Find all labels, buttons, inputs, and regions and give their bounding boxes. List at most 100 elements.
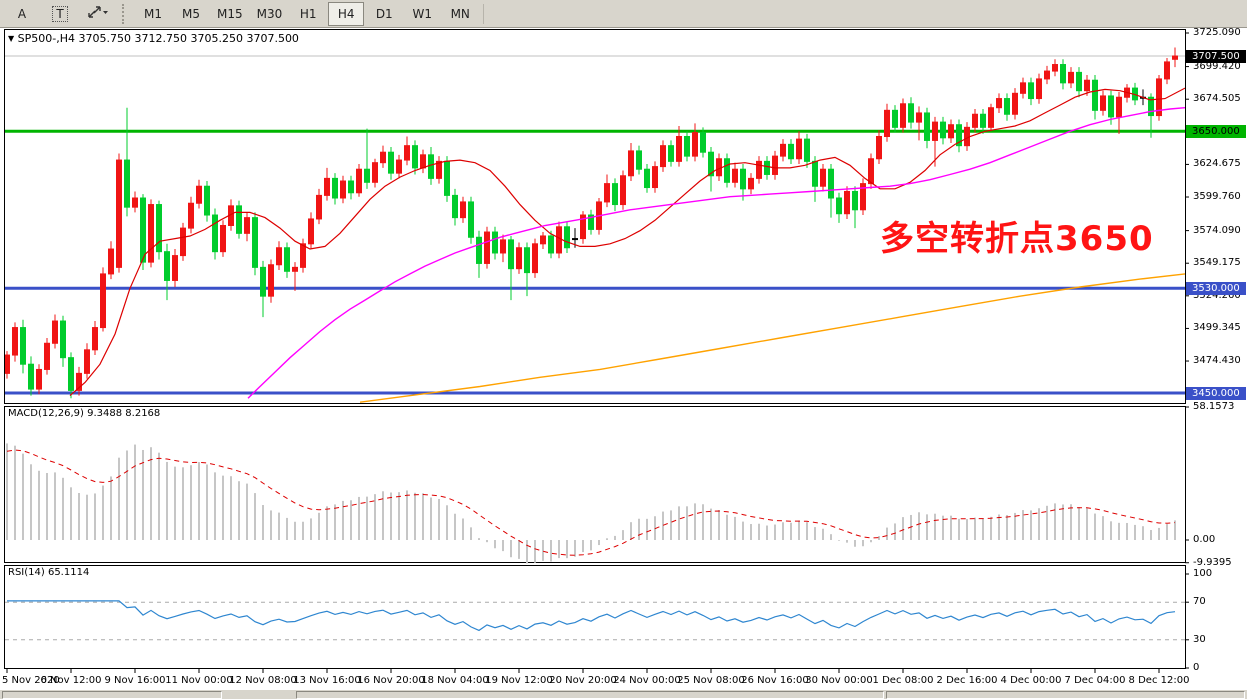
candle xyxy=(1148,93,1154,138)
candle xyxy=(580,211,586,244)
text-tool-label: T xyxy=(52,5,68,22)
candle xyxy=(372,158,378,188)
candle xyxy=(844,186,850,219)
candle xyxy=(1156,74,1162,121)
candle xyxy=(340,175,346,204)
candle xyxy=(468,196,474,244)
candle xyxy=(1012,88,1018,120)
candle xyxy=(308,212,314,250)
candle xyxy=(780,139,786,162)
crosshair-arrows-icon xyxy=(87,5,109,22)
candle xyxy=(5,351,10,379)
candle xyxy=(492,226,498,260)
candle xyxy=(516,242,522,274)
candle xyxy=(348,175,354,200)
panel-border xyxy=(4,29,1186,404)
cursor-tool-button[interactable] xyxy=(80,2,116,26)
candle xyxy=(892,105,898,133)
candle xyxy=(124,107,130,217)
macd-signal-line xyxy=(6,449,1176,556)
timeframe-button-M1[interactable]: M1 xyxy=(144,6,162,21)
symbol-collapse-icon[interactable]: ▼ xyxy=(8,34,15,43)
candle xyxy=(852,186,858,229)
candle xyxy=(1092,74,1098,120)
candle xyxy=(452,188,458,226)
rsi-line xyxy=(7,600,1176,632)
date-axis-label: 1 Dec 08:00 xyxy=(872,675,934,686)
candle xyxy=(12,322,18,362)
candle xyxy=(404,136,410,166)
timeframe-button-MN[interactable]: MN xyxy=(450,6,470,21)
annotate-tool-button[interactable]: A xyxy=(17,6,27,21)
text-tool-button[interactable]: T xyxy=(42,2,78,26)
candle xyxy=(172,249,178,287)
candle xyxy=(860,178,866,216)
date-axis-label: 7 Dec 04:00 xyxy=(1064,675,1126,686)
candle xyxy=(900,98,906,133)
candle xyxy=(1004,93,1010,121)
level-price-label: 3450.000 xyxy=(1186,386,1246,400)
rsi-axis-label: 30 xyxy=(1193,633,1206,645)
candle xyxy=(524,242,530,297)
timeframe-button-M30[interactable]: M30 xyxy=(256,6,283,21)
candle xyxy=(1076,67,1082,98)
candle xyxy=(356,163,362,197)
candle xyxy=(116,153,122,273)
timeframe-button-W1[interactable]: W1 xyxy=(412,6,433,21)
candle xyxy=(60,315,66,367)
candle xyxy=(548,230,554,259)
timeframe-button-D1[interactable]: D1 xyxy=(375,6,393,21)
candle xyxy=(620,170,626,210)
symbol-ohlc-text: SP500-,H4 3705.750 3712.750 3705.250 370… xyxy=(17,32,299,45)
panel-border xyxy=(4,406,1186,563)
candle xyxy=(788,139,794,164)
candle xyxy=(644,163,650,193)
candle xyxy=(52,314,58,349)
candle xyxy=(76,366,82,396)
candle xyxy=(668,140,674,167)
candle xyxy=(1036,73,1042,104)
date-axis-label: 16 Nov 20:00 xyxy=(357,675,425,686)
date-axis-label: 19 Nov 12:00 xyxy=(485,675,553,686)
candle xyxy=(796,131,802,164)
chart-annotation-text: 多空转折点3650 xyxy=(880,219,1154,259)
rsi-axis-label: 70 xyxy=(1193,596,1206,608)
price-axis-label: 3574.090 xyxy=(1193,224,1241,236)
candle xyxy=(772,150,778,180)
candle xyxy=(244,212,250,242)
candle xyxy=(100,267,106,332)
candle xyxy=(564,221,570,253)
candle xyxy=(460,196,466,223)
timeframe-button-M15[interactable]: M15 xyxy=(217,6,243,21)
candle xyxy=(988,103,994,132)
timeframe-button-H1[interactable]: H1 xyxy=(299,6,317,21)
chart-canvas[interactable] xyxy=(0,28,1247,690)
status-section xyxy=(296,691,884,699)
macd-axis-label: 58.1573 xyxy=(1193,401,1235,412)
candle xyxy=(380,145,386,168)
candle xyxy=(660,140,666,172)
macd-axis-label: -9.9395 xyxy=(1193,556,1232,568)
candle xyxy=(220,220,226,257)
candle xyxy=(212,208,218,260)
candle xyxy=(1020,77,1026,99)
candle xyxy=(804,133,810,168)
candle xyxy=(484,226,490,269)
price-axis-label: 3474.430 xyxy=(1193,355,1241,367)
toolbar-grip[interactable] xyxy=(122,3,129,24)
rsi-indicator-label: RSI(14) 65.1114 xyxy=(8,567,90,578)
timeframe-button-H4[interactable]: H4 xyxy=(328,1,365,26)
candle xyxy=(196,179,202,209)
date-axis-label: 13 Nov 16:00 xyxy=(293,675,361,686)
candle xyxy=(716,153,722,181)
candle xyxy=(300,238,306,273)
candle xyxy=(588,209,594,235)
candle xyxy=(268,259,274,303)
candle xyxy=(924,107,930,149)
chart-window: ▼ SP500-,H4 3705.750 3712.750 3705.250 3… xyxy=(0,27,1247,690)
date-axis-label: 11 Nov 00:00 xyxy=(165,675,233,686)
timeframe-button-M5[interactable]: M5 xyxy=(182,6,200,21)
candle xyxy=(1060,59,1066,90)
candle xyxy=(908,97,914,129)
candle xyxy=(676,126,682,167)
